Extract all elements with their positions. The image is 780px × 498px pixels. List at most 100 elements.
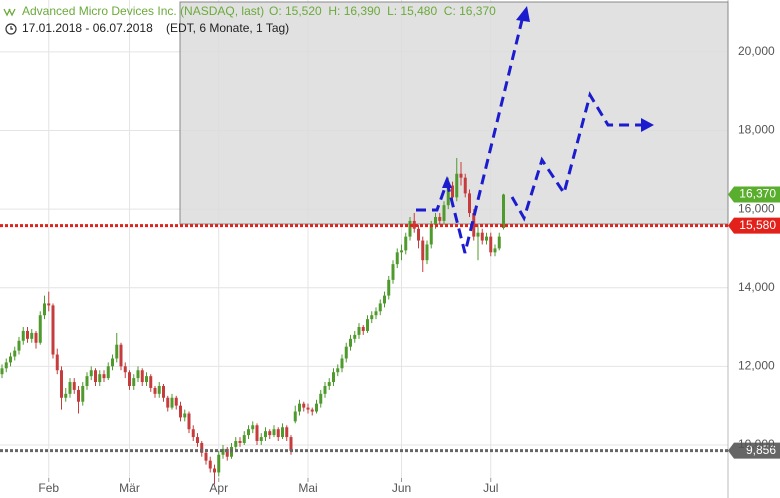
candle-body bbox=[81, 385, 85, 402]
candle-body bbox=[451, 185, 454, 198]
candle-body bbox=[51, 305, 55, 355]
candle-body bbox=[404, 236, 408, 251]
candle-body bbox=[68, 382, 72, 394]
candle-body bbox=[493, 248, 497, 253]
candle-body bbox=[34, 332, 38, 343]
candle-body bbox=[115, 344, 119, 359]
candle-body bbox=[497, 236, 501, 249]
icon bbox=[3, 8, 16, 17]
candle-body bbox=[264, 431, 267, 438]
candle-body bbox=[323, 385, 327, 394]
arrow-head bbox=[641, 118, 654, 132]
last-price-label: 16,370 bbox=[739, 187, 776, 201]
price-badge-label: 9,856 bbox=[746, 443, 776, 457]
candle-body bbox=[132, 378, 136, 386]
candle-body bbox=[111, 358, 114, 367]
candle-body bbox=[315, 403, 318, 412]
candle-body bbox=[153, 387, 157, 394]
candle-body bbox=[298, 403, 301, 412]
axis-labels: 10,000 12,000 14,000 16,000 18,000 20,000 Feb M… bbox=[38, 44, 775, 495]
candle-body bbox=[123, 366, 127, 373]
candle-body bbox=[136, 370, 140, 379]
candle-body bbox=[55, 354, 59, 371]
candle-body bbox=[102, 374, 106, 379]
x-tick-label: Apr bbox=[209, 481, 228, 495]
price-badge bbox=[728, 217, 780, 234]
candle-body bbox=[89, 370, 93, 377]
candle-body bbox=[157, 385, 161, 394]
candle-body bbox=[480, 232, 484, 241]
ohlc-text: O: 15,520 H: 16,390 L: 15,480 C: 16,370 bbox=[269, 4, 496, 18]
candle-body bbox=[38, 315, 42, 343]
candle-body bbox=[302, 403, 306, 408]
candle-body bbox=[446, 185, 450, 206]
candle-body bbox=[200, 442, 204, 453]
candle-body bbox=[319, 393, 323, 404]
candle-body bbox=[30, 332, 34, 339]
last-price-badge bbox=[728, 186, 780, 203]
candle-body bbox=[472, 213, 476, 237]
candle-body bbox=[213, 468, 216, 473]
forecast-line bbox=[510, 91, 642, 222]
candle-body bbox=[468, 193, 471, 214]
clock-hand bbox=[10, 26, 13, 30]
candle-body bbox=[438, 216, 442, 221]
candle-body bbox=[149, 376, 153, 388]
candle-body bbox=[179, 405, 182, 418]
forecast-line bbox=[445, 19, 524, 254]
candle-body bbox=[378, 303, 382, 312]
candle-body bbox=[353, 334, 357, 339]
candle-body bbox=[281, 427, 284, 438]
candle-body bbox=[361, 327, 365, 331]
candle-body bbox=[366, 319, 369, 331]
candle-body bbox=[47, 303, 51, 306]
candle-body bbox=[94, 370, 97, 383]
candle-body bbox=[383, 295, 386, 304]
candle-body bbox=[64, 393, 68, 398]
candle-body bbox=[13, 350, 17, 357]
candle-body bbox=[4, 362, 8, 369]
candle-body bbox=[170, 397, 174, 408]
candle-body bbox=[400, 250, 403, 253]
candle-body bbox=[442, 205, 446, 221]
forecast-line bbox=[416, 181, 449, 212]
candle-body bbox=[196, 437, 199, 443]
period-text: (EDT, 6 Monate, 1 Tag) bbox=[166, 21, 289, 35]
candle-body bbox=[357, 327, 361, 335]
x-tick-label: Mär bbox=[119, 481, 140, 495]
candle-body bbox=[293, 411, 297, 422]
candle-body bbox=[421, 240, 425, 261]
y-tick-label: 12,000 bbox=[738, 358, 775, 372]
candle-body bbox=[72, 382, 76, 390]
candle-body bbox=[77, 389, 80, 402]
candle-body bbox=[434, 216, 437, 225]
x-tick-label: Feb bbox=[38, 481, 59, 495]
candle-body bbox=[412, 220, 416, 229]
candle-body bbox=[166, 397, 170, 408]
header: Advanced Micro Devices Inc. (NASDAQ, las… bbox=[3, 4, 496, 35]
candle-body bbox=[162, 385, 165, 398]
candle-body bbox=[0, 368, 4, 375]
candle-body bbox=[255, 425, 259, 442]
candle-body bbox=[327, 382, 331, 386]
candle-body bbox=[21, 330, 25, 341]
candle-body bbox=[106, 366, 110, 379]
candle-body bbox=[391, 264, 395, 280]
y-tick-label: 18,000 bbox=[738, 123, 775, 137]
candle-body bbox=[344, 346, 348, 359]
candle-body bbox=[191, 429, 195, 438]
x-tick-label: Mai bbox=[298, 481, 317, 495]
candle-body bbox=[242, 435, 246, 443]
candle-body bbox=[225, 448, 229, 457]
candle-body bbox=[238, 441, 242, 443]
candle-body bbox=[98, 374, 102, 383]
candle-body bbox=[408, 220, 412, 237]
candle-body bbox=[259, 437, 263, 442]
price-badge bbox=[728, 442, 780, 459]
date-range: 17.01.2018 - 06.07.2018 bbox=[22, 21, 153, 35]
x-tick-label: Jun bbox=[392, 481, 411, 495]
clock-icon bbox=[5, 23, 17, 35]
candle-body bbox=[455, 173, 459, 198]
candle-body bbox=[60, 370, 63, 398]
